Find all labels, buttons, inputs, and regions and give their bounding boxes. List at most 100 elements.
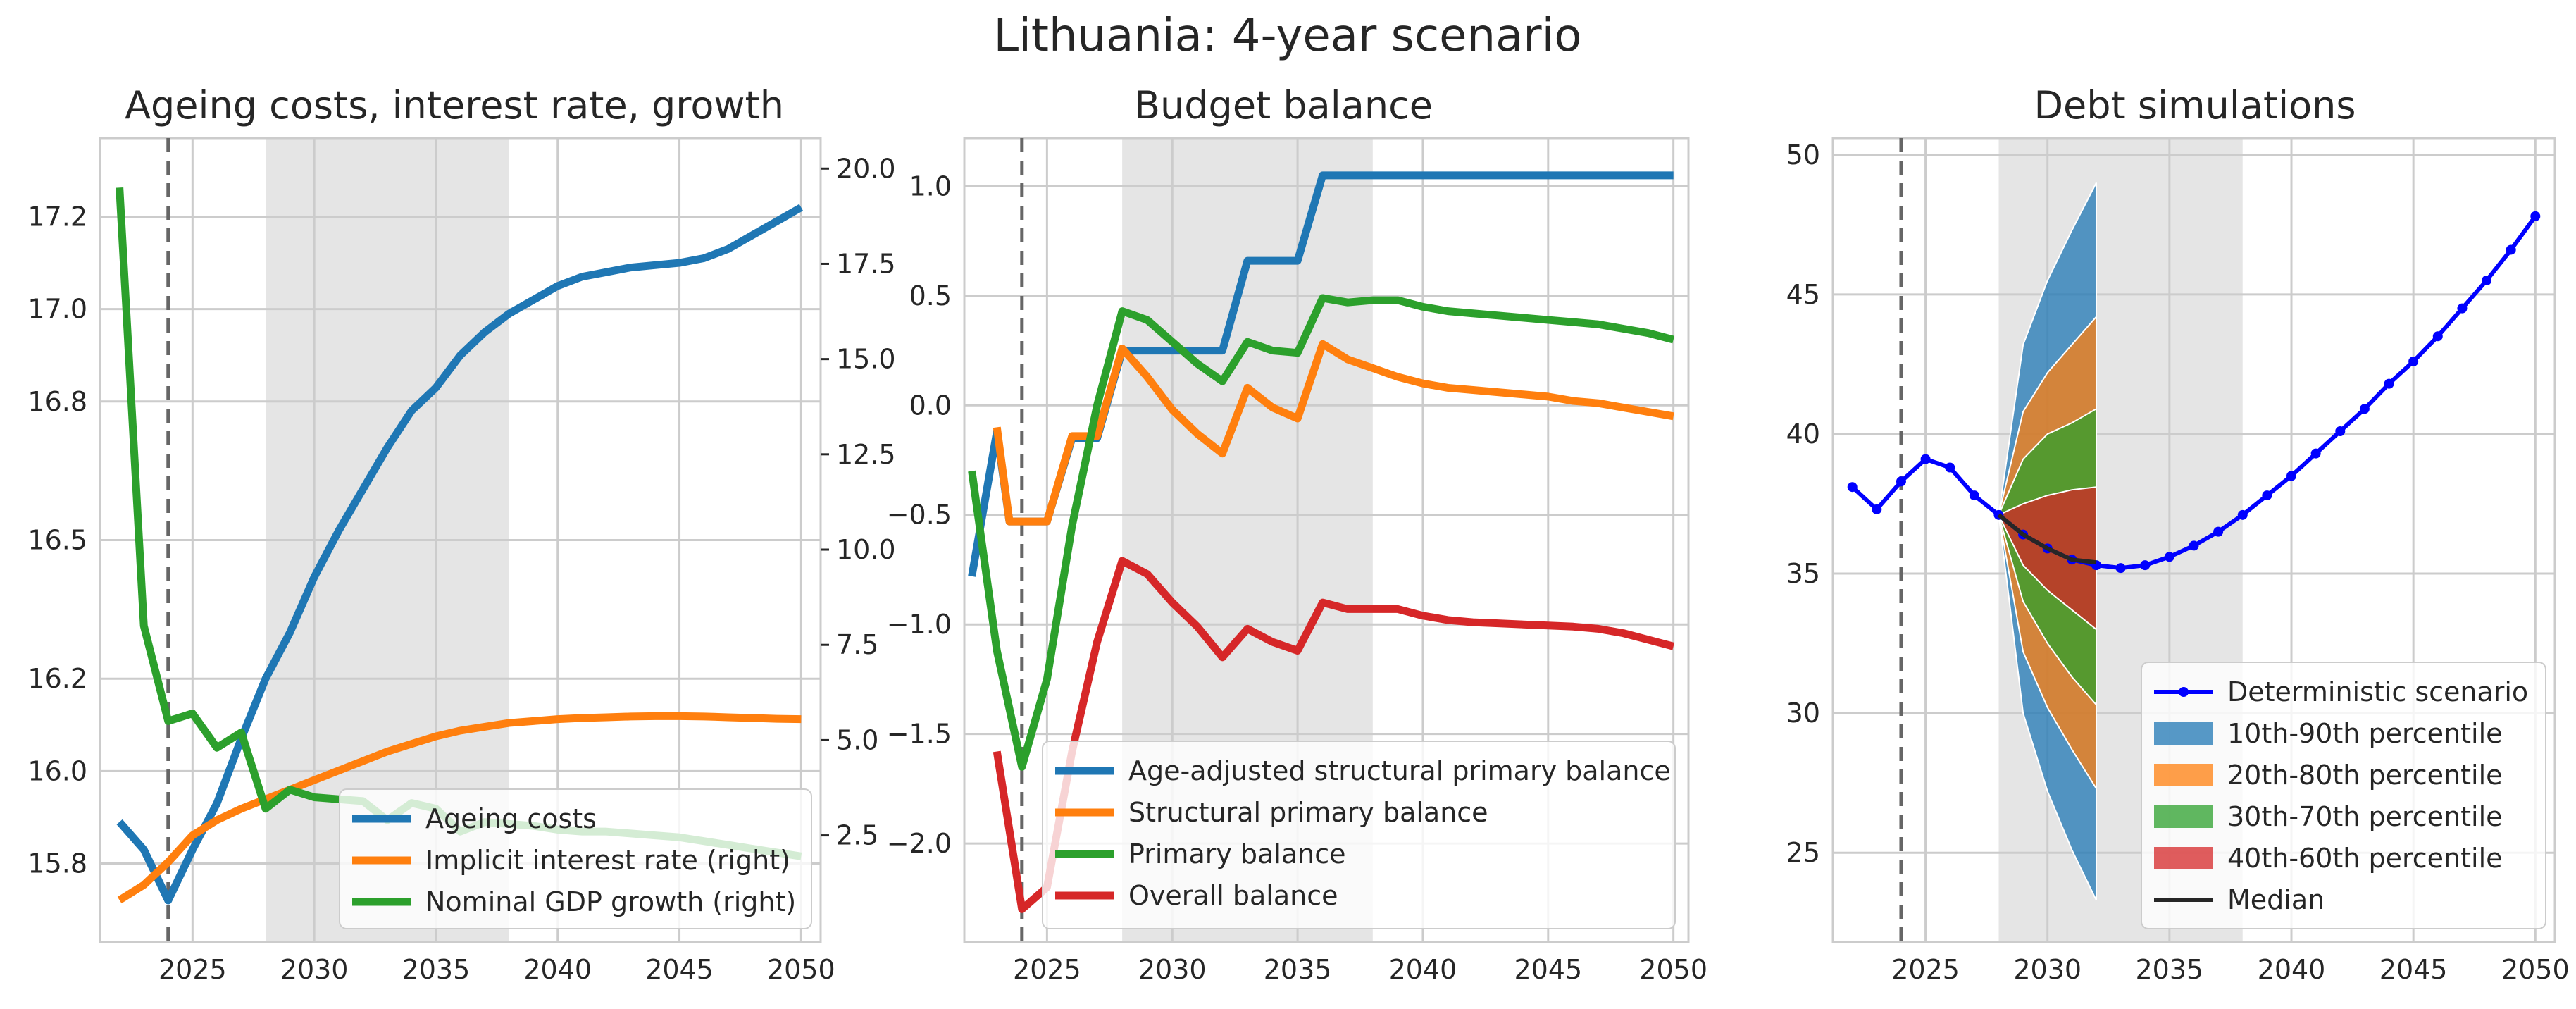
x-tick-label: 2035: [1264, 954, 1332, 985]
legend-label: 30th-70th percentile: [2227, 801, 2503, 832]
y-tick-label: 50: [1786, 140, 1820, 171]
right-tick-label: 12.5: [836, 439, 896, 470]
series-marker: [2482, 276, 2492, 286]
y-tick-label: 17.0: [27, 294, 87, 325]
right-tick-label: 7.5: [836, 629, 878, 660]
series-marker: [2286, 471, 2297, 481]
series-marker: [1945, 462, 1955, 473]
ageing-costs-panel: Ageing costs, interest rate, growth 2025…: [27, 83, 895, 985]
fan-band: [1998, 486, 2097, 631]
x-tick-label: 2045: [645, 954, 714, 985]
panel-title: Budget balance: [1134, 83, 1433, 128]
series-marker: [1896, 476, 1906, 487]
legend-swatch: [2154, 722, 2213, 745]
series-marker: [2310, 448, 2321, 459]
legend-swatch: [2154, 847, 2213, 869]
x-tick-label: 2040: [1389, 954, 1457, 985]
plot-frame: [1831, 137, 2556, 943]
y-tick-label: 16.2: [27, 663, 87, 694]
x-tick-label: 2030: [1138, 954, 1207, 985]
x-tick-label: 2030: [280, 954, 349, 985]
legend-label: Nominal GDP growth (right): [425, 886, 796, 917]
y-tick-label: 15.8: [27, 848, 87, 879]
x-tick-label: 2050: [767, 954, 835, 985]
series-marker: [2237, 509, 2248, 520]
series-marker: [1920, 454, 1931, 464]
right-tick-label: 10.0: [836, 534, 896, 565]
plot-frame: [99, 137, 822, 943]
legend-label: 20th-80th percentile: [2227, 760, 2503, 791]
series-line: [993, 557, 1675, 913]
legend-box: [1042, 741, 1676, 929]
y-tick-label: −2.0: [887, 828, 952, 859]
y-tick-label: 16.5: [27, 525, 87, 556]
series-marker: [2506, 244, 2516, 255]
figure-suptitle: Lithuania: 4-year scenario: [993, 10, 1581, 62]
series-marker: [2164, 552, 2174, 562]
series-marker: [2335, 426, 2346, 436]
x-tick-label: 2040: [2258, 954, 2326, 985]
x-tick-label: 2030: [2013, 954, 2082, 985]
legend-box: [339, 788, 812, 929]
series-marker: [2432, 331, 2443, 342]
series-marker: [2530, 211, 2541, 221]
y-tick-label: 16.8: [27, 386, 87, 417]
legend-label: Ageing costs: [425, 803, 597, 834]
y-tick-label: 30: [1786, 698, 1820, 729]
x-tick-label: 2035: [2136, 954, 2204, 985]
series-marker: [2359, 404, 2370, 414]
x-tick-label: 2050: [1639, 954, 1707, 985]
series-marker: [2140, 560, 2151, 571]
debt-simulations-panel: Debt simulations 2025 2030 2035 2040 2045 205…: [1786, 83, 2570, 985]
series-line: [116, 204, 804, 905]
series-line: [1997, 513, 2097, 565]
panel-title: Ageing costs, interest rate, growth: [125, 83, 784, 128]
legend-label: Structural primary balance: [1128, 797, 1488, 828]
legend-marker: [2179, 687, 2189, 697]
x-tick-label: 2035: [402, 954, 471, 985]
y-tick-label: 40: [1786, 419, 1820, 450]
series-line: [117, 712, 802, 904]
series-line: [968, 294, 1675, 771]
y-tick-label: 16.0: [27, 755, 87, 786]
series-marker: [2213, 526, 2224, 537]
budget-balance-panel: Budget balance 2025 2030 2035 2040 2045 2050 −…: [887, 83, 1707, 985]
series-marker: [2262, 490, 2272, 501]
y-tick-label: −1.5: [887, 719, 952, 750]
legend-label: Age-adjusted structural primary balance: [1128, 755, 1671, 786]
series-marker: [2408, 356, 2419, 366]
series-marker: [2189, 540, 2199, 551]
legend-label: Implicit interest rate (right): [425, 845, 790, 876]
x-tick-label: 2025: [158, 954, 227, 985]
legend-label: Overall balance: [1128, 880, 1338, 911]
legend-label: Median: [2227, 884, 2325, 915]
right-tick-label: 5.0: [836, 724, 878, 755]
y-tick-label: 17.2: [27, 201, 87, 232]
y-tick-label: −0.5: [887, 500, 952, 531]
y-tick-label: 35: [1786, 558, 1820, 589]
series-marker: [2115, 563, 2126, 574]
right-tick-label: 15.0: [836, 344, 896, 375]
legend-box: [2141, 662, 2546, 929]
right-tick-label: 17.5: [836, 248, 896, 279]
panel-title: Debt simulations: [2034, 83, 2356, 128]
legend-swatch: [2154, 764, 2213, 786]
x-tick-label: 2025: [1891, 954, 1960, 985]
legend-label: Primary balance: [1128, 838, 1346, 869]
x-tick-label: 2040: [523, 954, 592, 985]
x-tick-label: 2050: [2501, 954, 2570, 985]
right-tick-label: 20.0: [836, 153, 896, 184]
series-marker: [1969, 490, 1979, 501]
y-tick-label: 0.0: [909, 390, 952, 421]
x-tick-label: 2045: [2379, 954, 2448, 985]
plot-frame: [963, 137, 1690, 943]
y-tick-label: 0.5: [909, 280, 952, 311]
series-marker: [1847, 482, 1858, 493]
x-tick-label: 2025: [1013, 954, 1081, 985]
legend-label: 40th-60th percentile: [2227, 843, 2503, 874]
legend-swatch: [2154, 805, 2213, 828]
right-tick-label: 2.5: [836, 820, 878, 851]
x-tick-label: 2045: [1514, 954, 1582, 985]
series-marker: [2457, 303, 2468, 314]
